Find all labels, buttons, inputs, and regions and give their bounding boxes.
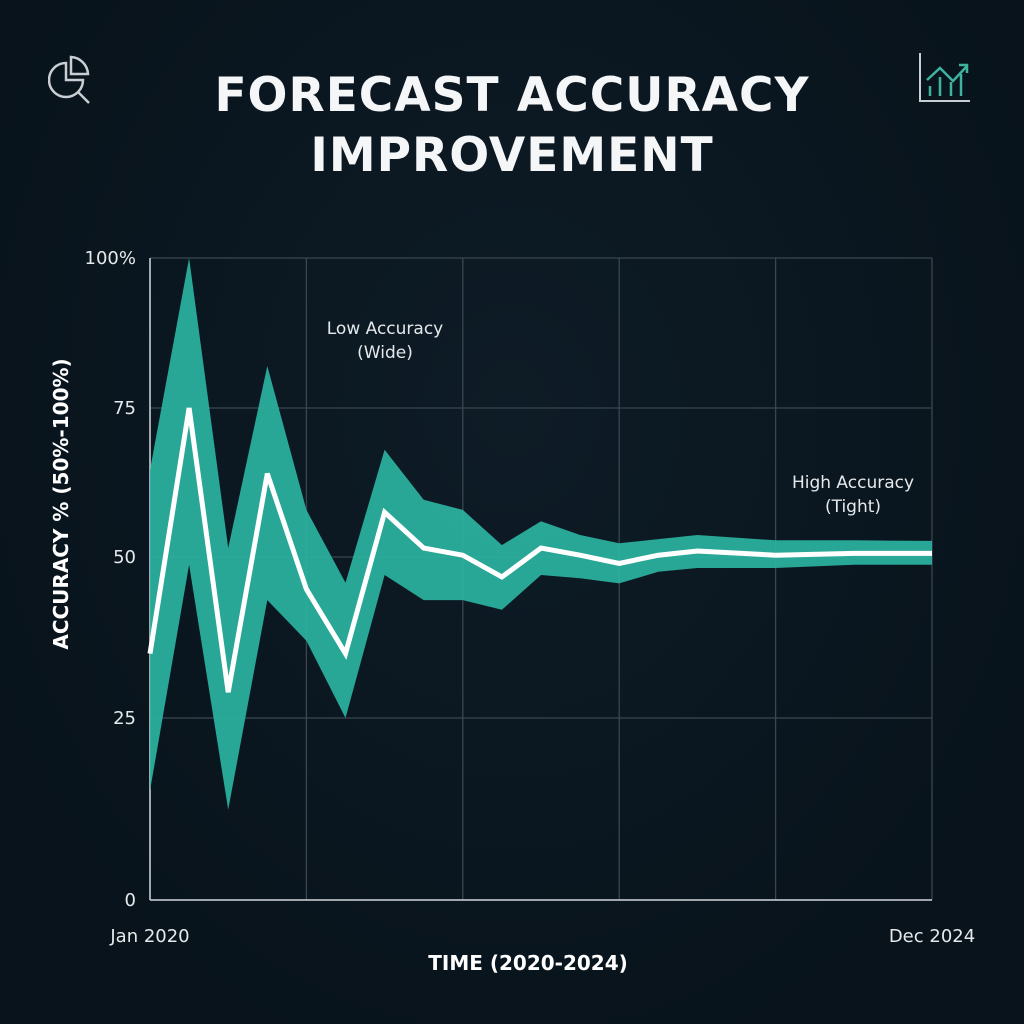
annotation-low-line2: (Wide) — [357, 343, 413, 363]
x-tick-end: Dec 2024 — [889, 926, 975, 947]
confidence-band — [150, 258, 932, 810]
title-line-1: FORECAST ACCURACY — [214, 68, 810, 123]
annotation-low-line1: Low Accuracy — [327, 319, 444, 339]
y-tick-label: 100% — [85, 248, 136, 269]
pie-chart-magnifier-icon — [48, 55, 90, 104]
annotation-high-line1: High Accuracy — [792, 473, 914, 493]
y-tick-label: 25 — [113, 708, 136, 729]
title-line-2: IMPROVEMENT — [310, 128, 714, 183]
accuracy-line — [147, 407, 932, 693]
y-tick-label: 0 — [125, 890, 136, 911]
chart-title: FORECAST ACCURACY IMPROVEMENT — [0, 66, 1024, 186]
x-axis-label: TIME (2020-2024) — [428, 951, 628, 975]
growth-chart-icon — [919, 53, 970, 102]
y-tick-label: 75 — [113, 398, 136, 419]
y-tick-label: 50 — [113, 547, 136, 568]
y-axis-label: ACCURACY % (50%-100%) — [49, 358, 73, 649]
x-tick-start: Jan 2020 — [109, 926, 189, 947]
annotation-high-line2: (Tight) — [825, 497, 881, 517]
